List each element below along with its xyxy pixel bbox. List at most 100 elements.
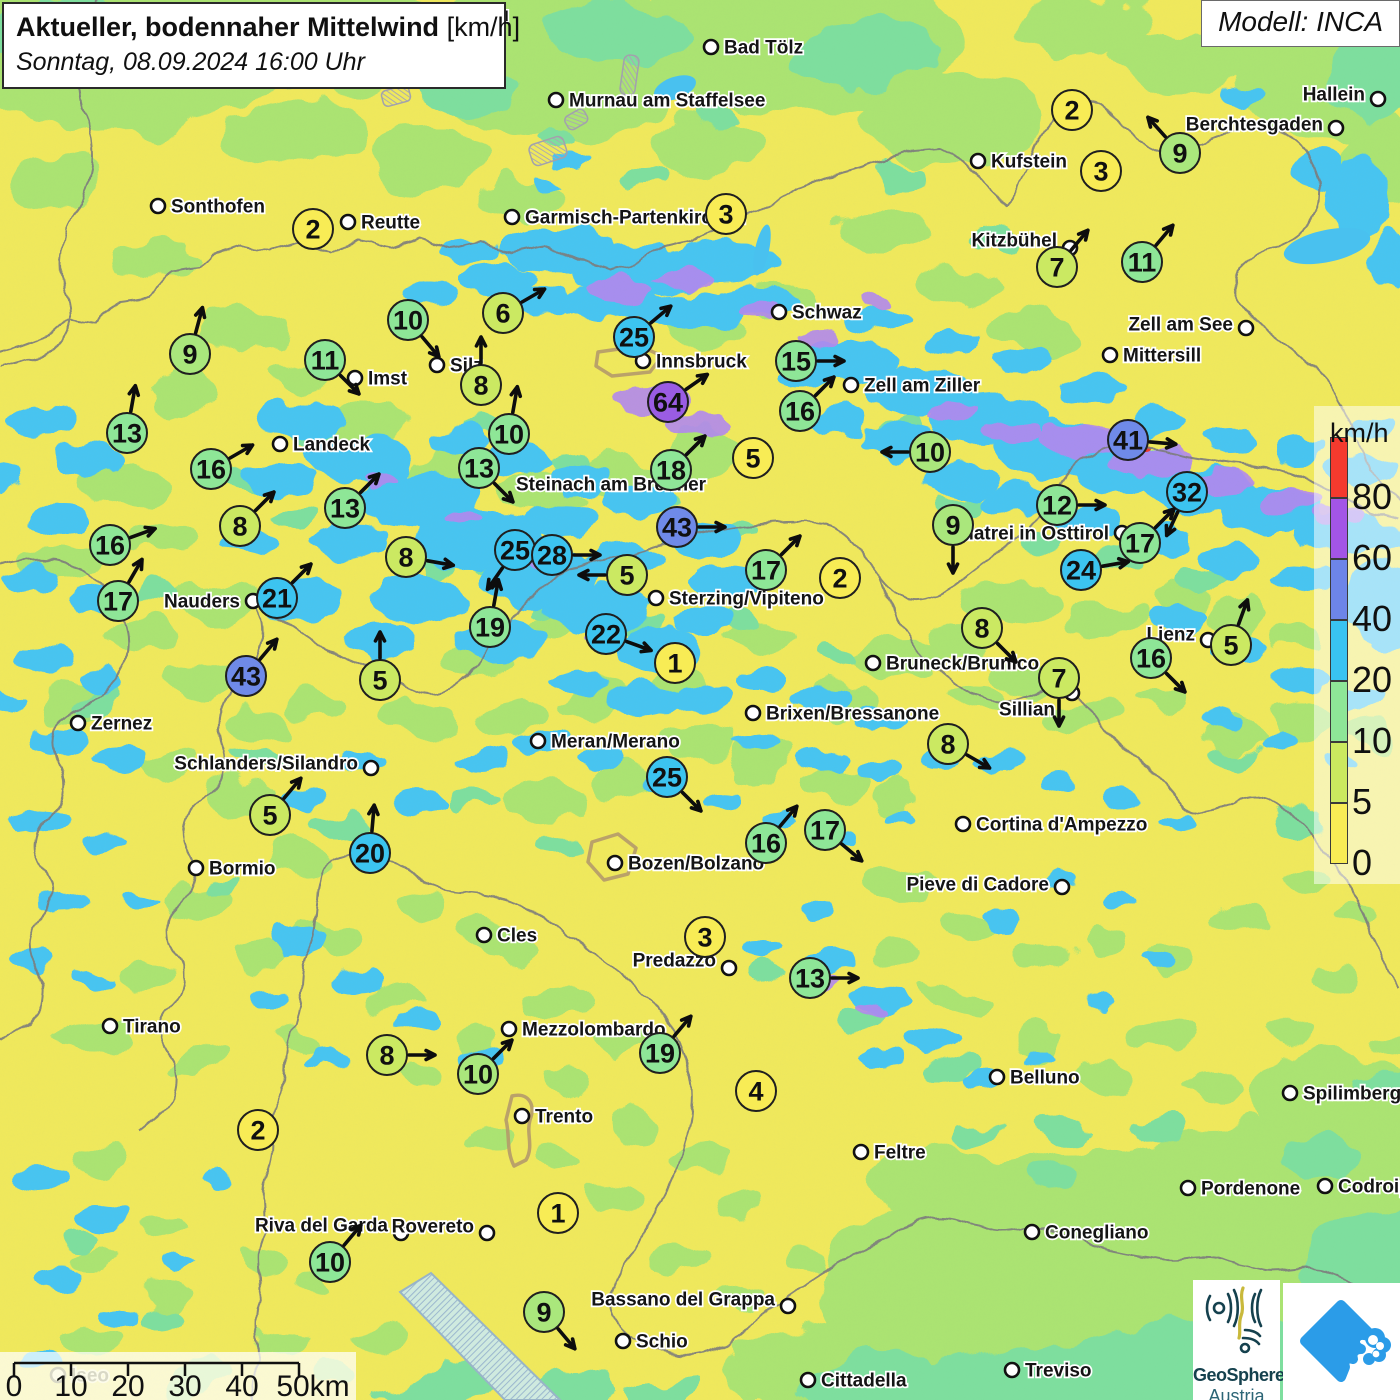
wind-speed-circle	[1060, 549, 1102, 591]
city-label: Sillian	[999, 700, 1055, 721]
city-label: Zell am Ziller	[864, 376, 981, 397]
city-dot	[187, 859, 205, 877]
city-label: Zernez	[91, 714, 152, 735]
wind-speed-value: 16	[196, 455, 226, 485]
city-dot	[779, 1297, 797, 1315]
wind-speed-circle	[804, 809, 846, 851]
city-marker: Landeck	[271, 433, 372, 457]
city-label: Bad Tölz	[724, 38, 803, 59]
legend-color-segment	[1330, 559, 1348, 620]
wind-speed-circle	[219, 505, 261, 547]
title-box: Aktueller, bodennaher Mittelwind [km/h] …	[2, 2, 520, 89]
wind-speed-value: 10	[915, 438, 945, 468]
city-marker: Riva del Garda	[253, 1214, 410, 1242]
city-marker: Bassano del Grappa	[590, 1288, 797, 1315]
wind-marker: 10	[387, 299, 441, 359]
city-label: Predazzo	[633, 951, 716, 972]
city-marker: Bormio	[187, 857, 277, 881]
city-label: Belluno	[1010, 1068, 1080, 1089]
wind-marker: 16	[89, 524, 157, 566]
wind-speed-value: 2	[305, 215, 320, 245]
wind-speed-value: 64	[653, 388, 683, 418]
wind-speed-circle	[1119, 522, 1161, 564]
city-label: Mittersill	[1123, 346, 1201, 367]
wind-marker: 19	[639, 1014, 693, 1074]
wind-speed-circle	[1080, 150, 1122, 192]
wind-direction-arrow	[624, 639, 653, 654]
wind-speed-circle	[97, 580, 139, 622]
map-subtitle: Sonntag, 08.09.2024 16:00 Uhr	[16, 48, 365, 76]
wind-speed-circle	[1159, 132, 1201, 174]
city-marker: Mezzolombardo	[500, 1018, 667, 1042]
wind-speed-value: 25	[652, 763, 682, 793]
legend-color-segment	[1330, 620, 1348, 681]
wind-direction-arrow	[425, 557, 456, 571]
wind-direction-arrow	[1069, 228, 1090, 252]
city-marker: Rovereto	[390, 1215, 496, 1242]
wind-direction-arrow	[373, 630, 387, 660]
wind-speed-circle	[745, 549, 787, 591]
city-label: Imst	[368, 369, 408, 390]
wind-direction-arrow	[1100, 556, 1131, 570]
city-label: Conegliano	[1045, 1223, 1148, 1244]
legend-tick-label: 60	[1352, 537, 1393, 578]
city-dot	[842, 376, 860, 394]
wind-marker: 8	[961, 607, 1018, 664]
city-dot	[988, 1068, 1006, 1086]
city-label: Codroipo	[1338, 1177, 1400, 1198]
wind-speed-circle	[324, 487, 366, 529]
city-marker: Murnau am Staffelsee	[547, 89, 767, 113]
wind-speed-circle	[819, 557, 861, 599]
wind-speed-value: 18	[656, 456, 686, 486]
city-marker: Schwaz	[770, 301, 863, 325]
wind-marker: 9	[1146, 115, 1201, 174]
wind-speed-circle	[106, 412, 148, 454]
wind-speed-value: 17	[810, 816, 840, 846]
wind-marker: 25	[485, 529, 536, 592]
wind-speed-circle	[482, 292, 524, 334]
wind-direction-arrow	[672, 1014, 693, 1038]
city-marker: Schio	[614, 1330, 689, 1354]
wind-speed-circle	[932, 504, 974, 546]
city-marker: Nauders	[162, 590, 262, 614]
wind-direction-arrow	[253, 490, 276, 513]
wind-speed-circle	[1210, 624, 1252, 666]
city-label: Cittadella	[821, 1371, 907, 1392]
city-label: Kufstein	[991, 152, 1067, 173]
wind-direction-arrow	[778, 804, 799, 828]
wind-speed-circle	[385, 536, 427, 578]
legend-tick-label: 40	[1352, 598, 1393, 639]
wind-speed-value: 11	[1128, 248, 1157, 278]
city-dot	[475, 926, 493, 944]
city-dot	[954, 815, 972, 833]
scale-label: 10	[54, 1370, 87, 1400]
wind-marker: 2	[1051, 89, 1093, 131]
legend-tick-label: 20	[1352, 659, 1393, 700]
city-marker: Bozen/Bolzano	[606, 852, 766, 876]
lake-garda	[398, 1271, 562, 1400]
wind-marker: 10	[309, 1223, 363, 1283]
city-label: Riva del Garda	[255, 1216, 388, 1237]
wind-speed-circle	[256, 577, 298, 619]
wind-direction-arrow	[127, 383, 141, 414]
city-label: Spilimbergo	[1303, 1084, 1400, 1105]
wind-speed-value: 24	[1066, 556, 1096, 586]
wind-direction-arrow	[816, 354, 846, 368]
wind-direction-arrow	[1164, 671, 1187, 694]
wind-speed-circle	[735, 1070, 777, 1112]
wind-speed-circle	[292, 208, 334, 250]
wind-speed-value: 3	[1093, 157, 1108, 187]
wind-direction-arrow	[813, 375, 836, 398]
wind-marker: 41	[1107, 419, 1178, 461]
wind-marker: 9	[523, 1291, 577, 1351]
scale-label: 40	[225, 1370, 258, 1400]
city-label: Pordenone	[1201, 1179, 1300, 1200]
wind-speed-value: 4	[748, 1077, 763, 1107]
wind-speed-value: 5	[619, 561, 634, 591]
wind-speed-value: 5	[1223, 631, 1238, 661]
city-label: Treviso	[1025, 1361, 1092, 1382]
city-label: Bormio	[209, 859, 276, 880]
wind-direction-arrow	[490, 577, 504, 608]
wind-direction-arrow	[407, 1048, 437, 1062]
city-dot	[799, 1371, 817, 1389]
